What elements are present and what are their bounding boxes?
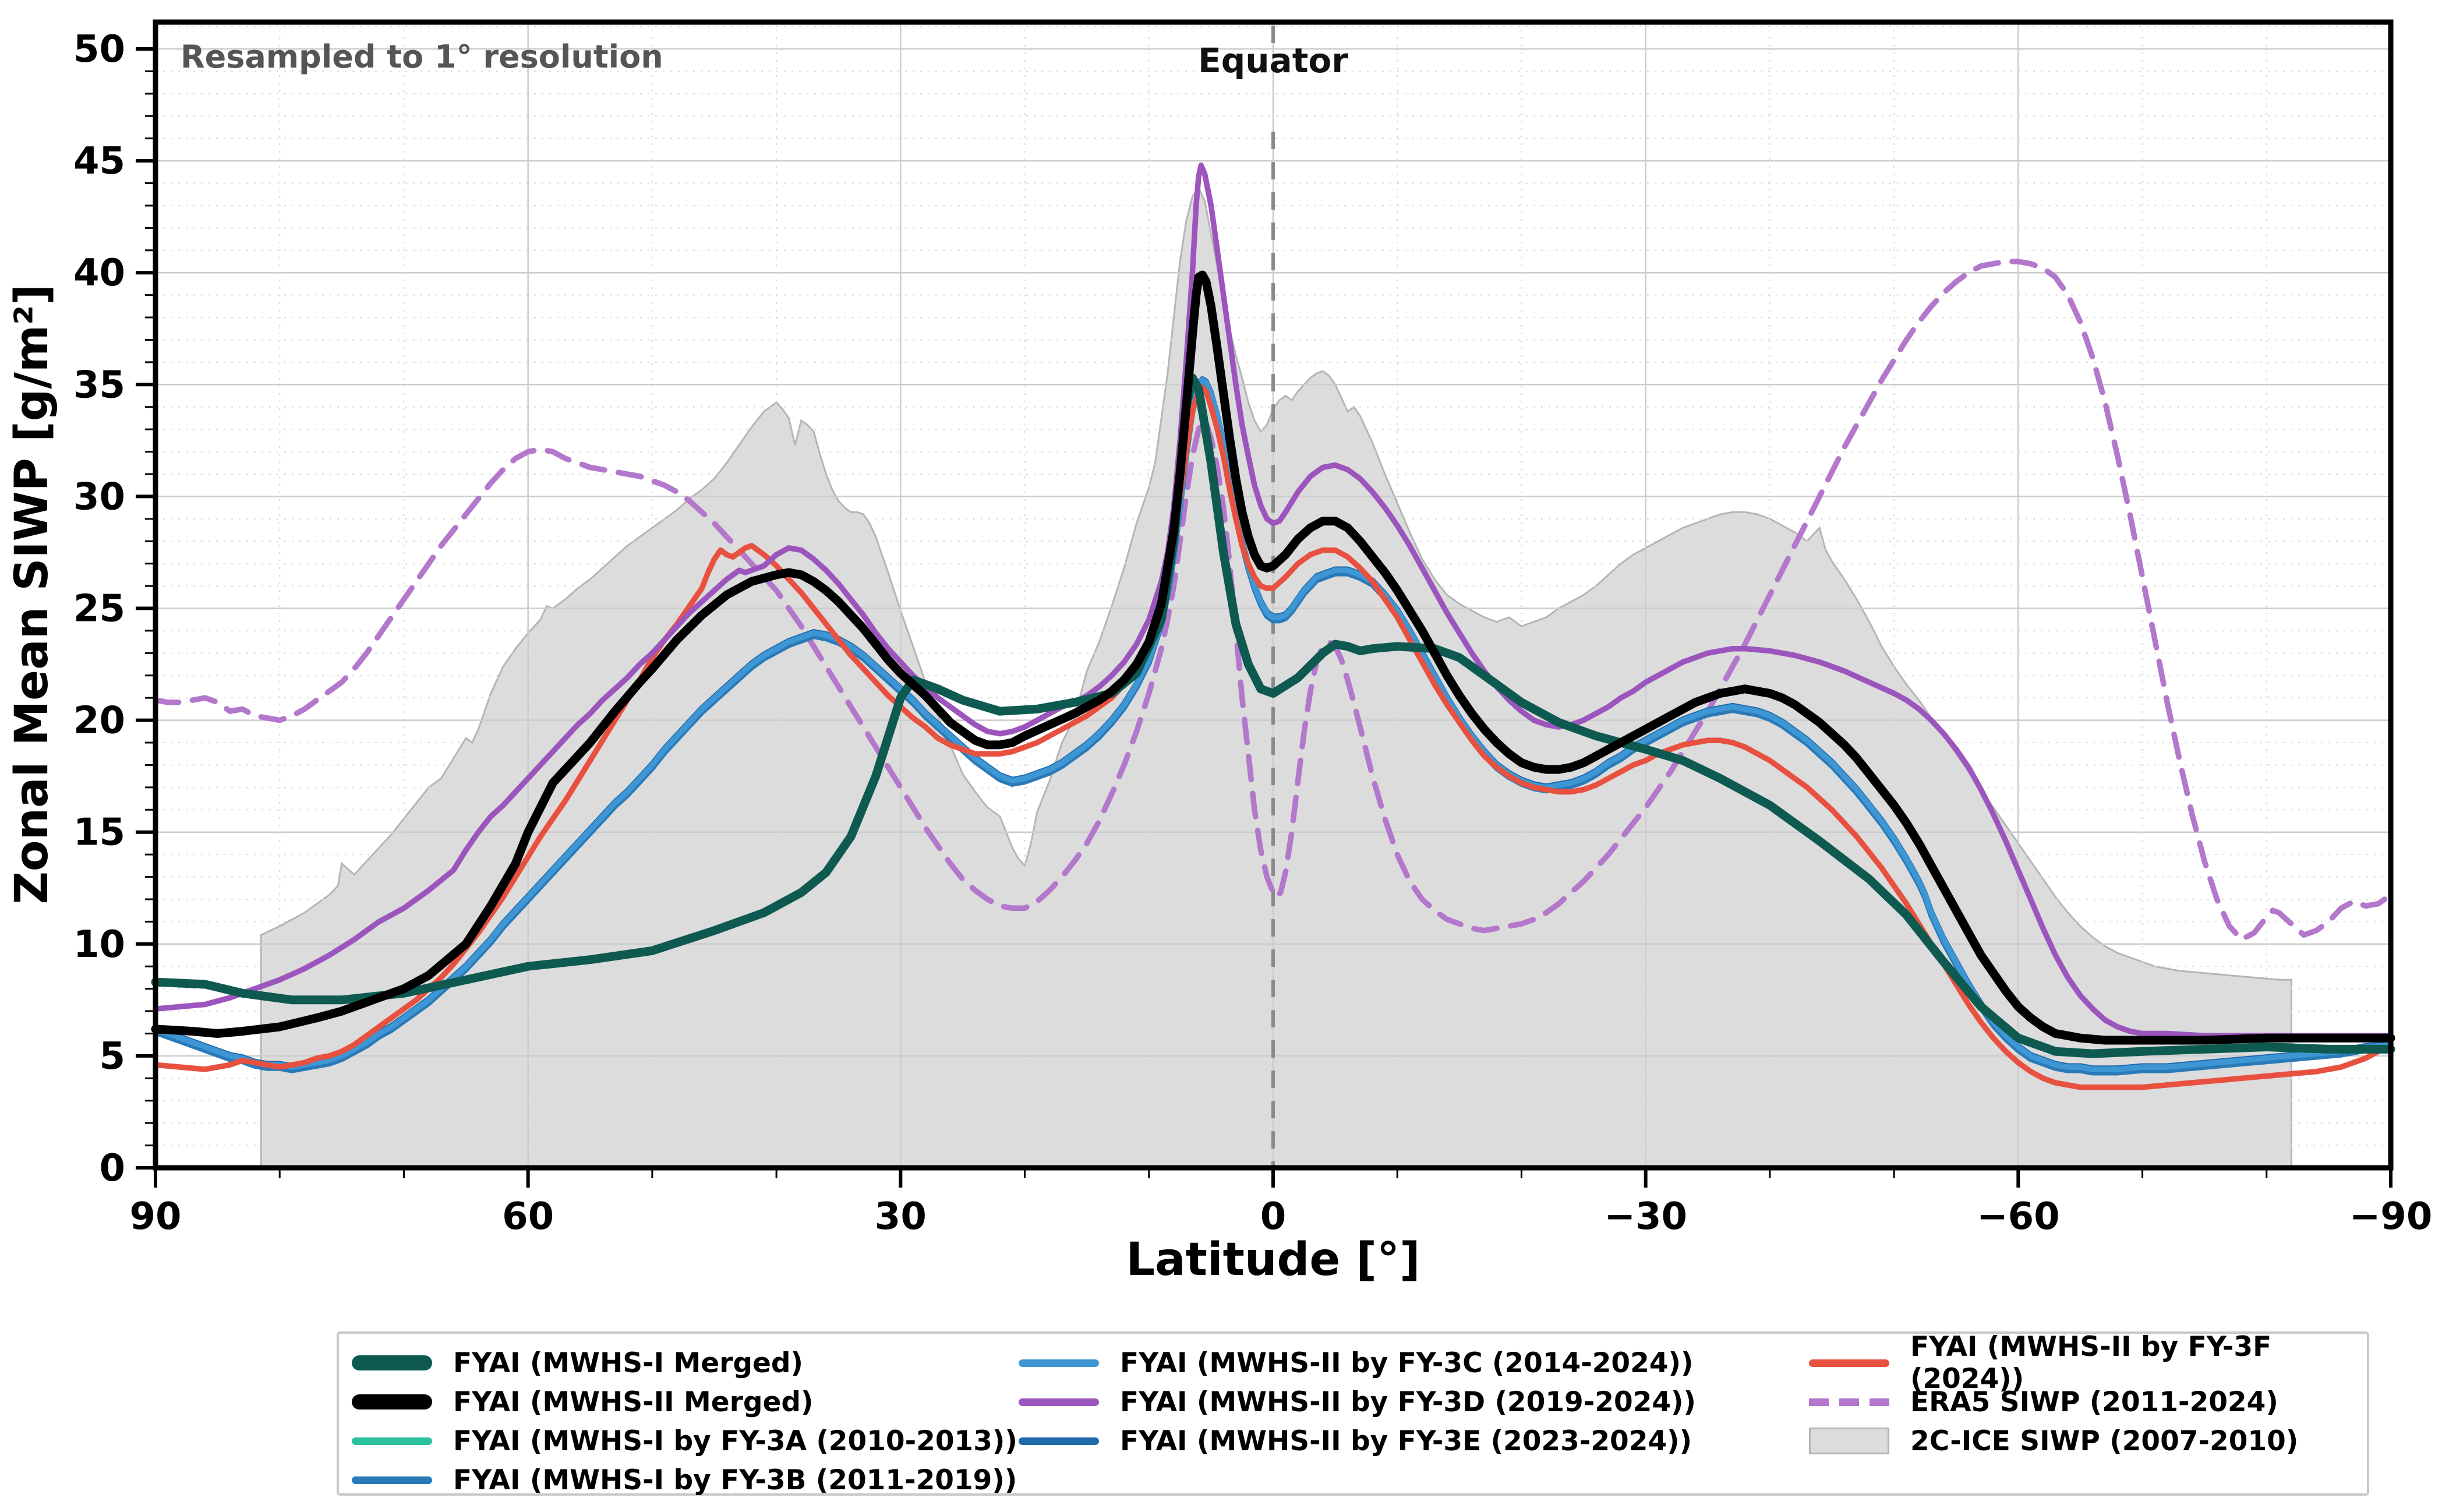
legend-label-fy3c: FYAI (MWHS-II by FY-3C (2014-2024))	[1120, 1347, 1694, 1379]
legend-item-mwhs2: FYAI (MWHS-II Merged)	[352, 1386, 814, 1418]
x-tick-label: −60	[1977, 1195, 2060, 1238]
legend-item-fy3b: FYAI (MWHS-I by FY-3B (2011-2019))	[352, 1464, 1017, 1496]
legend-item-fy3f: FYAI (MWHS-II by FY-3F (2024))	[1809, 1331, 2367, 1395]
y-tick-label: 15	[73, 811, 125, 854]
legend-label-cice: 2C-ICE SIWP (2007-2010)	[1910, 1425, 2299, 1457]
series-mwhs1-line	[151, 373, 2395, 1058]
legend-swatch-mwhs2	[352, 1387, 432, 1417]
legend-item-mwhs1: FYAI (MWHS-I Merged)	[352, 1347, 803, 1379]
legend-item-era5: ERA5 SIWP (2011-2024)	[1809, 1386, 2278, 1418]
legend-swatch-fy3f	[1809, 1348, 1889, 1378]
legend-item-fy3e: FYAI (MWHS-II by FY-3E (2023-2024))	[1019, 1425, 1692, 1457]
series-mwhs2-line	[151, 270, 2395, 1045]
legend-item-cice: 2C-ICE SIWP (2007-2010)	[1809, 1425, 2299, 1457]
legend-label-mwhs1: FYAI (MWHS-I Merged)	[453, 1347, 803, 1379]
y-axis-label-wrap: Zonal Mean SIWP [g/m²]	[6, 0, 58, 1188]
legend-item-fy3d: FYAI (MWHS-II by FY-3D (2019-2024))	[1019, 1386, 1697, 1418]
legend-label-fy3a: FYAI (MWHS-I by FY-3A (2010-2013))	[453, 1425, 1017, 1457]
legend-swatch-fy3c	[1019, 1348, 1099, 1378]
y-tick-label: 35	[73, 363, 125, 407]
y-tick-label: 25	[73, 588, 125, 631]
legend-swatch-cice	[1809, 1426, 1889, 1456]
legend-label-mwhs2: FYAI (MWHS-II Merged)	[453, 1386, 814, 1418]
y-axis-label: Zonal Mean SIWP [g/m²]	[6, 284, 58, 905]
legend-swatch-fy3a	[352, 1426, 432, 1456]
y-tick-label: 40	[73, 252, 125, 295]
x-tick-label: 0	[1260, 1195, 1287, 1238]
x-tick-label: 30	[875, 1195, 927, 1238]
legend-item-fy3a: FYAI (MWHS-I by FY-3A (2010-2013))	[352, 1425, 1017, 1457]
x-tick-label: 90	[129, 1195, 181, 1238]
legend-label-fy3b: FYAI (MWHS-I by FY-3B (2011-2019))	[453, 1464, 1017, 1496]
y-tick-label: 20	[73, 700, 125, 743]
legend-swatch-fy3b	[352, 1465, 432, 1495]
x-tick-label: −30	[1604, 1195, 1687, 1238]
y-tick-label: 30	[73, 475, 125, 518]
legend-label-era5: ERA5 SIWP (2011-2024)	[1910, 1386, 2278, 1418]
series-era5-line	[153, 259, 2394, 942]
legend-swatch-era5	[1809, 1387, 1889, 1417]
legend: FYAI (MWHS-I Merged) FYAI (MWHS-II Merged…	[337, 1331, 2369, 1496]
legend-label-fy3f: FYAI (MWHS-II by FY-3F (2024))	[1910, 1331, 2272, 1395]
equator-label: Equator	[1198, 41, 1348, 80]
y-tick-label: 0	[99, 1147, 125, 1190]
area-2c-ice	[261, 188, 2292, 1168]
x-tick-label: −90	[2349, 1195, 2433, 1238]
x-axis-label: Latitude [°]	[1126, 1234, 1420, 1286]
legend-item-fy3c: FYAI (MWHS-II by FY-3C (2014-2024))	[1019, 1347, 1694, 1379]
area-2c-ice-edge	[260, 186, 2292, 1168]
series-fy3d-line	[153, 162, 2394, 1039]
legend-label-fy3e: FYAI (MWHS-II by FY-3E (2023-2024))	[1120, 1425, 1692, 1457]
legend-swatch-fy3e	[1019, 1426, 1099, 1456]
y-tick-label: 50	[73, 28, 125, 71]
y-tick-label: 45	[73, 140, 125, 183]
y-tick-label: 5	[99, 1035, 125, 1078]
legend-swatch-mwhs1	[352, 1348, 432, 1378]
legend-label-fy3d: FYAI (MWHS-II by FY-3D (2019-2024))	[1120, 1386, 1697, 1418]
resolution-annotation: Resampled to 1° resolution	[181, 38, 663, 75]
y-tick-label: 10	[73, 923, 125, 966]
legend-swatch-fy3d	[1019, 1387, 1099, 1417]
x-tick-label: 60	[502, 1195, 554, 1238]
